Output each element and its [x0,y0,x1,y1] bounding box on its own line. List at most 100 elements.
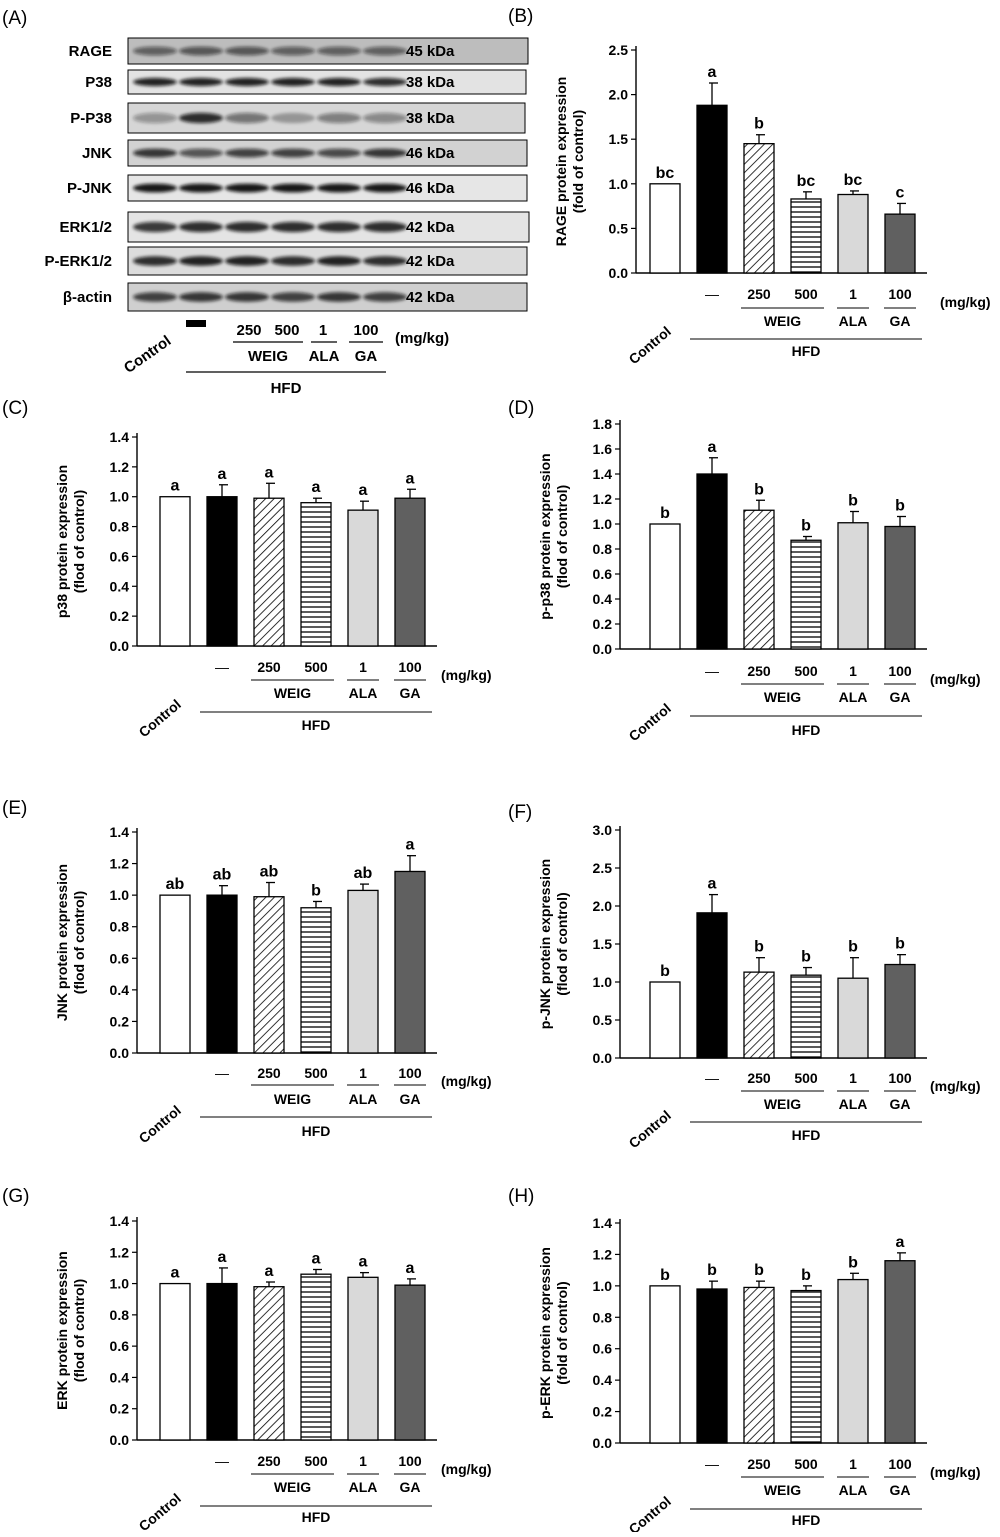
x-group-label: GA [400,1091,421,1107]
blot-band [133,183,177,193]
x-label-hfd-alone: — [215,1065,229,1081]
significance-label: a [171,478,180,495]
x-dose-label: 250 [747,1456,771,1472]
blot-band [271,292,315,302]
significance-label: a [359,1254,368,1271]
significance-label: b [895,498,905,515]
x-dose-label: 100 [398,1453,422,1469]
bar [649,1285,681,1444]
x-diet-label: HFD [792,1127,821,1143]
y-axis-label: p-ERK protein expression [537,1247,553,1419]
bar [159,1282,191,1441]
blot-band [271,256,315,266]
bar [884,525,916,650]
y-tick-label: 0.8 [593,1309,613,1325]
x-diet-label: HFD [302,717,331,733]
y-tick-label: 1.6 [593,441,613,457]
blot-band [271,112,315,124]
x-dose-label: 250 [747,1070,771,1086]
panel-letter: (H) [508,1186,534,1207]
y-tick-label: 2.5 [609,42,629,58]
blot-band [317,183,361,193]
x-unit-label: (mg/kg) [441,1073,492,1089]
significance-label: b [895,936,905,953]
y-tick-label: 0.6 [110,1338,130,1354]
x-group-label: ALA [839,1482,868,1498]
y-tick-label: 0.6 [593,566,613,582]
y-axis-label-unit: (flod of control) [71,490,87,593]
blot-size-label: 38 kDa [406,74,455,91]
bar [300,907,332,1054]
y-tick-label: 0.2 [110,1013,130,1029]
significance-label: ab [260,864,279,881]
x-dose-label: 1 [849,1070,857,1086]
y-axis-label-unit: (flod of control) [554,892,570,995]
x-group-label: WEIG [274,1479,311,1495]
bar [394,1284,426,1441]
y-tick-label: 0.2 [110,1401,130,1417]
bar-chart-panel: 0.0 0.2 0.4 0.6 0.8 1.0 1.2 1.4 1.6 1.8 p-p38 prot… [537,416,981,744]
y-tick-label: 0.0 [593,1435,613,1451]
blot-band [225,77,269,87]
blot-protein-label: P38 [85,74,112,91]
y-tick-label: 0.6 [593,1341,613,1357]
x-group-label: ALA [839,313,868,329]
significance-label: a [359,482,368,499]
blot-band [363,256,407,266]
bar [347,509,379,647]
y-tick-label: 0.6 [110,548,130,564]
bar [696,473,728,650]
x-group-label: WEIG [274,685,311,701]
bar [743,971,775,1059]
blot-size-label: 38 kDa [406,110,455,127]
x-group-label: ALA [349,1091,378,1107]
x-dose-label: 100 [888,1456,912,1472]
significance-label: b [801,1267,811,1284]
blot-band [225,46,269,56]
significance-label: b [801,949,811,966]
lane-group-label: WEIG [248,348,288,365]
panel-letter: (E) [2,798,27,819]
blot-band [133,112,177,124]
y-tick-label: 0.2 [110,608,130,624]
x-diet-label: HFD [792,722,821,738]
bar [837,522,869,650]
bar [300,502,332,647]
x-dose-label: 500 [794,1456,818,1472]
x-dose-label: 250 [747,286,771,302]
blot-band [225,112,269,124]
x-label-hfd-alone: — [705,286,719,302]
panel-letter: (B) [508,6,533,27]
significance-label: a [708,439,717,456]
y-tick-label: 1.0 [110,887,130,903]
x-label-control: Control [626,700,674,744]
x-group-label: WEIG [764,313,801,329]
blot-protein-label: ERK1/2 [59,219,112,236]
blot-band [363,112,407,124]
blot-band [133,292,177,302]
blot-band [225,256,269,266]
y-tick-label: 0.8 [110,519,130,535]
blot-band [271,183,315,193]
significance-label: b [754,1262,764,1279]
blot-band [363,77,407,87]
significance-label: bc [656,165,675,182]
blot-band [179,112,223,124]
blot-band [133,148,177,158]
blot-band [317,256,361,266]
x-dose-label: 1 [359,1453,367,1469]
x-label-hfd-alone: — [215,1453,229,1469]
y-axis-label-unit: (flod of control) [554,485,570,588]
x-dose-label: 100 [888,286,912,302]
significance-label: a [218,1249,227,1266]
blot-band [271,221,315,233]
blot-band [363,148,407,158]
y-tick-label: 0.8 [110,919,130,935]
y-tick-label: 1.0 [609,176,629,192]
y-tick-label: 1.4 [593,1215,613,1231]
y-tick-label: 1.8 [593,416,613,432]
bar-chart-panel: 0.0 0.2 0.4 0.6 0.8 1.0 1.2 1.4 JNK protein expr… [54,824,492,1146]
bar [300,1273,332,1441]
x-dose-label: 100 [888,663,912,679]
